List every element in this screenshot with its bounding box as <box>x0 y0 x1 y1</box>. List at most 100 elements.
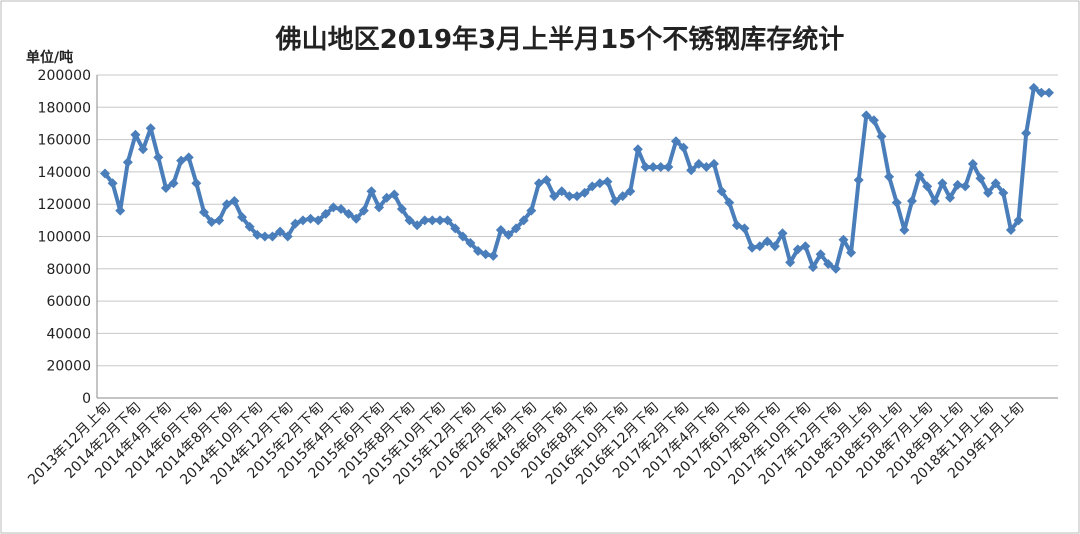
data-point <box>937 178 948 189</box>
data-point <box>853 174 864 185</box>
data-point <box>891 197 902 208</box>
data-point <box>503 229 514 240</box>
data-point <box>572 191 582 202</box>
y-tick-label: 80000 <box>46 262 91 278</box>
data-point <box>115 205 126 216</box>
data-point <box>808 262 818 273</box>
data-point <box>800 241 811 252</box>
data-point <box>541 174 552 185</box>
data-point <box>625 186 636 197</box>
data-point <box>678 142 689 153</box>
data-point <box>983 187 994 198</box>
data-point <box>1036 87 1047 98</box>
data-point <box>1005 225 1016 236</box>
data-point <box>488 250 499 261</box>
data-point <box>442 215 453 226</box>
data-point <box>747 242 758 253</box>
data-point <box>587 181 598 192</box>
y-tick-label: 20000 <box>46 359 91 375</box>
data-point <box>579 187 590 198</box>
data-point <box>754 241 765 252</box>
data-point <box>229 195 240 206</box>
data-point <box>419 215 430 226</box>
data-point <box>602 176 613 187</box>
data-point <box>899 225 910 236</box>
data-point <box>450 223 461 234</box>
data-point <box>138 144 149 155</box>
data-point <box>214 215 225 226</box>
data-point <box>990 178 1001 189</box>
data-point <box>929 195 940 206</box>
data-point <box>686 165 697 176</box>
data-point <box>183 152 194 163</box>
y-tick-label: 140000 <box>38 165 91 181</box>
data-point <box>1021 128 1032 139</box>
data-point <box>564 191 575 202</box>
data-point <box>648 162 659 173</box>
data-point <box>670 136 681 147</box>
data-point <box>975 173 986 184</box>
data-point <box>160 183 171 194</box>
data-point <box>861 110 872 121</box>
y-tick-label: 100000 <box>38 230 91 246</box>
data-point <box>777 228 788 239</box>
data-point <box>884 171 895 182</box>
data-point <box>769 241 780 252</box>
data-point <box>693 158 704 169</box>
data-point <box>389 189 400 200</box>
data-point <box>549 191 560 202</box>
data-point <box>427 215 438 226</box>
data-point <box>594 178 605 189</box>
y-tick-label: 40000 <box>46 326 91 342</box>
data-point <box>922 181 933 192</box>
data-point <box>282 231 293 242</box>
data-point <box>495 225 506 236</box>
data-point <box>221 199 232 210</box>
data-point <box>145 123 156 134</box>
data-point <box>1044 87 1054 98</box>
data-point <box>709 158 720 169</box>
data-point <box>336 204 346 215</box>
data-point <box>1028 82 1039 93</box>
data-point <box>465 237 476 248</box>
data-point <box>237 212 248 223</box>
data-point <box>252 229 263 240</box>
y-tick-label: 200000 <box>38 68 91 84</box>
data-point <box>533 178 544 189</box>
data-point <box>830 263 841 274</box>
data-point <box>176 155 187 166</box>
data-point <box>168 178 179 189</box>
data-point <box>655 162 666 173</box>
data-point <box>846 247 857 258</box>
data-point <box>358 205 369 216</box>
data-point <box>815 249 826 260</box>
data-point <box>351 213 362 224</box>
y-tick-label: 0 <box>82 391 91 407</box>
data-point <box>785 257 796 268</box>
data-point <box>640 162 651 173</box>
data-point <box>381 192 392 203</box>
data-point <box>457 231 468 242</box>
data-point <box>290 218 301 229</box>
data-point <box>1013 215 1024 226</box>
data-point <box>952 179 963 190</box>
data-point <box>617 191 628 202</box>
data-point <box>404 215 415 226</box>
data-point <box>305 213 316 224</box>
data-point <box>130 129 141 140</box>
y-tick-label: 180000 <box>38 100 91 116</box>
data-point <box>511 223 522 234</box>
data-point <box>762 236 773 247</box>
data-point <box>556 186 567 197</box>
data-point <box>480 249 491 260</box>
data-point <box>518 215 529 226</box>
data-point <box>868 115 879 126</box>
data-point <box>876 131 887 142</box>
data-point <box>716 186 727 197</box>
data-point <box>343 208 354 219</box>
data-point <box>122 157 133 168</box>
data-point <box>313 215 324 226</box>
data-point <box>914 170 925 181</box>
data-point <box>906 195 917 206</box>
